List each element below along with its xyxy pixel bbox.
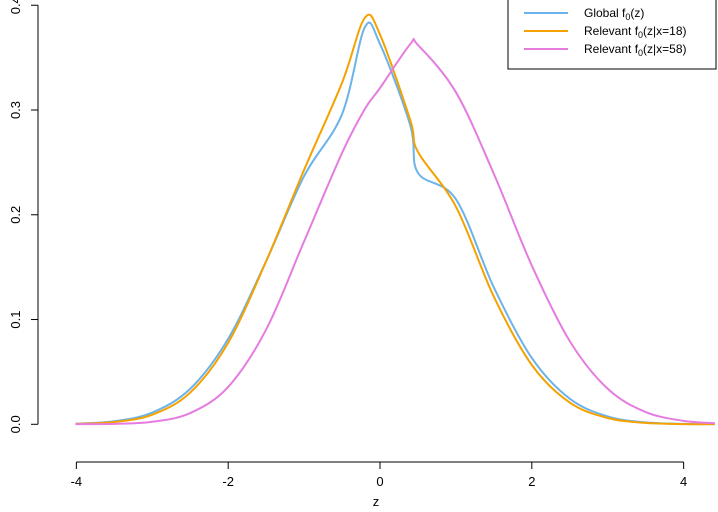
legend-label-2: Relevant f0(z|x=18) (584, 24, 687, 40)
legend-label-3: Relevant f0(z|x=58) (584, 42, 687, 58)
x-tick-label: -2 (222, 474, 234, 489)
legend-box (507, 0, 717, 70)
series-line-1 (75, 21, 715, 426)
series-layer (75, 13, 715, 426)
y-tick-label: 0.2 (8, 206, 23, 224)
x-axis-label: z (373, 494, 380, 509)
y-tick-label: 0.0 (8, 415, 23, 433)
x-tick-label: 4 (680, 474, 687, 489)
series-line-3 (75, 37, 715, 426)
x-tick-label: 0 (376, 474, 383, 489)
axes-layer: -4 -2 0 2 4 0.0 0.1 0.2 0.3 0.4 (8, 0, 687, 489)
y-tick-label: 0.3 (8, 101, 23, 119)
x-tick-label: 2 (528, 474, 535, 489)
legend: Global f0(z) Relevant f0(z|x=18) Relevant … (507, 0, 717, 70)
x-tick-label: -4 (71, 474, 83, 489)
legend-label-1: Global f0(z) (584, 6, 644, 22)
y-tick-label: 0.4 (8, 0, 23, 14)
series-line-2 (75, 13, 715, 426)
y-tick-label: 0.1 (8, 310, 23, 328)
